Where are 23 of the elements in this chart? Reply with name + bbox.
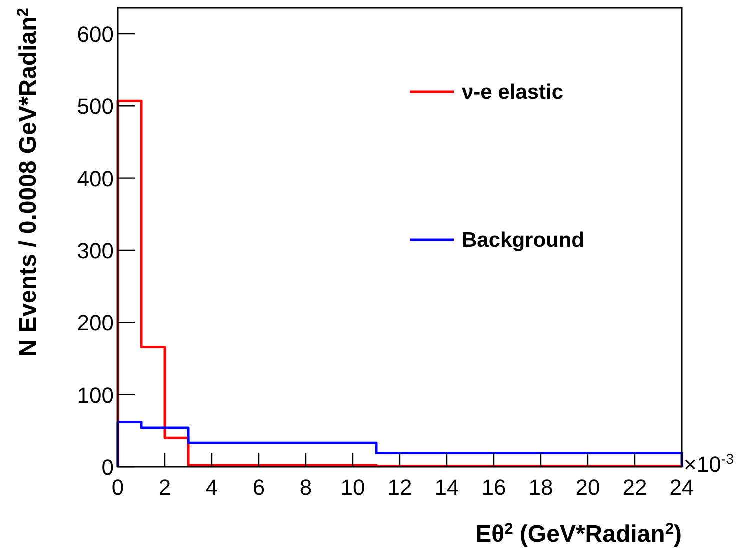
y-tick-label: 400 (77, 166, 114, 192)
x-tick-label: 2 (158, 475, 172, 500)
x-tick-label: 20 (576, 475, 600, 500)
x-tick-label: 24 (670, 475, 694, 500)
y-tick-label: 300 (77, 238, 114, 264)
legend-label: ν-e elastic (462, 81, 564, 104)
x-tick-label: 14 (434, 475, 460, 500)
legend-label: Background (462, 229, 585, 252)
y-tick-label: 500 (77, 94, 114, 120)
x-tick-label: 12 (388, 475, 412, 500)
x-tick-label: 6 (252, 475, 266, 500)
x-tick-label: 4 (206, 475, 218, 500)
y-tick-label: 600 (77, 22, 114, 47)
x-tick-label: 10 (340, 475, 366, 500)
y-tick-label: 100 (77, 382, 114, 408)
y-tick-label: 0 (102, 455, 114, 480)
x-tick-label: 18 (528, 475, 554, 500)
y-tick-label: 200 (77, 310, 114, 336)
x-tick-label: 16 (482, 475, 506, 500)
x-tick-label: 8 (300, 475, 312, 500)
text: ×10$^{-3}$ (684, 452, 734, 477)
x-tick-label: 22 (622, 475, 648, 500)
x-axis-title: Eθ$^{2}$ (GeV*Radian$^{2}$) (476, 520, 682, 548)
